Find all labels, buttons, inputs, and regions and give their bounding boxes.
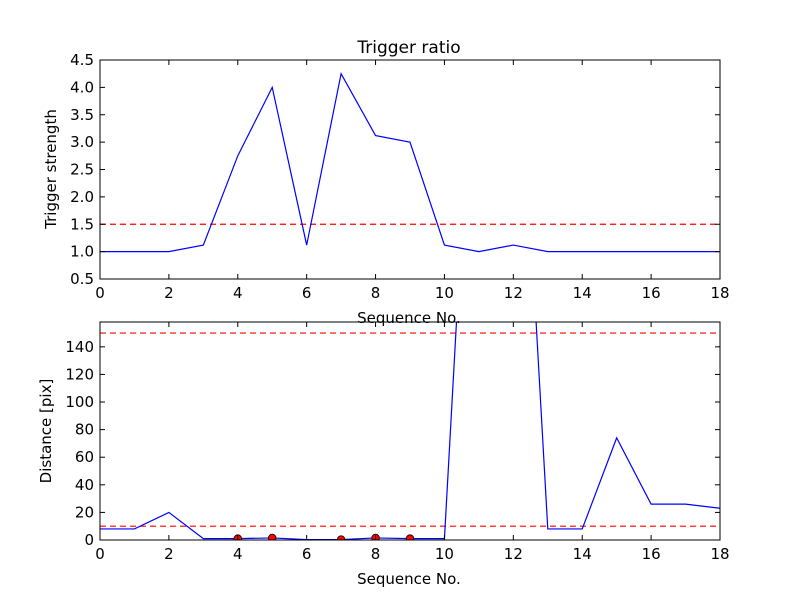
x-axis-label: Sequence No. bbox=[357, 309, 461, 327]
y-tick-label: 20 bbox=[75, 503, 94, 521]
y-tick-label: 40 bbox=[75, 476, 94, 494]
x-tick-label: 14 bbox=[573, 284, 592, 302]
x-tick-label: 12 bbox=[504, 545, 523, 563]
y-tick-label: 1.0 bbox=[70, 243, 94, 261]
y-tick-label: 140 bbox=[65, 338, 94, 356]
x-tick-label: 4 bbox=[233, 545, 243, 563]
y-axis-label: Trigger strength bbox=[42, 109, 60, 230]
x-tick-label: 10 bbox=[435, 545, 454, 563]
y-tick-label: 4.5 bbox=[70, 51, 94, 69]
y-tick-label: 3.5 bbox=[70, 106, 94, 124]
y-tick-label: 100 bbox=[65, 393, 94, 411]
x-tick-label: 8 bbox=[371, 545, 381, 563]
x-tick-label: 6 bbox=[302, 284, 312, 302]
y-tick-label: 2.5 bbox=[70, 161, 94, 179]
x-tick-label: 14 bbox=[573, 545, 592, 563]
series-line bbox=[100, 71, 720, 253]
x-axis-label: Sequence No. bbox=[357, 570, 461, 588]
data-point-marker bbox=[405, 534, 415, 540]
axes-frame bbox=[99, 59, 721, 280]
y-tick-label: 60 bbox=[75, 448, 94, 466]
x-tick-label: 4 bbox=[233, 284, 243, 302]
x-tick-label: 8 bbox=[371, 284, 381, 302]
y-tick-label: 4.0 bbox=[70, 78, 94, 96]
data-point-marker bbox=[268, 533, 277, 540]
x-tick-label: 12 bbox=[504, 284, 523, 302]
axes-frame bbox=[99, 321, 721, 541]
series-line bbox=[100, 322, 720, 540]
x-tick-label: 0 bbox=[95, 545, 105, 563]
x-tick-label: 18 bbox=[710, 284, 729, 302]
y-tick-label: 80 bbox=[75, 421, 94, 439]
y-tick-label: 0.5 bbox=[70, 270, 94, 288]
x-tick-label: 16 bbox=[642, 284, 661, 302]
y-tick-label: 1.5 bbox=[70, 215, 94, 233]
x-tick-label: 2 bbox=[164, 545, 174, 563]
x-tick-label: 0 bbox=[95, 284, 105, 302]
x-tick-label: 10 bbox=[435, 284, 454, 302]
x-tick-label: 18 bbox=[710, 545, 729, 563]
y-tick-label: 0 bbox=[84, 531, 94, 549]
x-tick-label: 16 bbox=[642, 545, 661, 563]
chart-title: Trigger ratio bbox=[356, 38, 460, 58]
distance-plot: Sequence No. Distance [pix] 0 2 4 6 8 10 12 14 1… bbox=[37, 321, 730, 588]
y-tick-label: 2.0 bbox=[70, 188, 94, 206]
y-tick-label: 120 bbox=[65, 365, 94, 383]
plot-area: 0 2 4 6 8 10 12 14 16 18 0 20 40 60 80 100 120 140 bbox=[65, 321, 730, 563]
x-tick-label: 6 bbox=[302, 545, 312, 563]
plot-area: 0 2 4 6 8 10 12 14 16 18 0.5 1.0 1.5 2.0 2.5 3.0 3.5 4.0 4… bbox=[70, 51, 729, 302]
y-axis-label: Distance [pix] bbox=[37, 379, 55, 484]
x-tick-label: 2 bbox=[164, 284, 174, 302]
trigger-ratio-plot: Trigger ratio Sequence No. Trigger stren… bbox=[42, 38, 730, 327]
y-tick-label: 3.0 bbox=[70, 133, 94, 151]
